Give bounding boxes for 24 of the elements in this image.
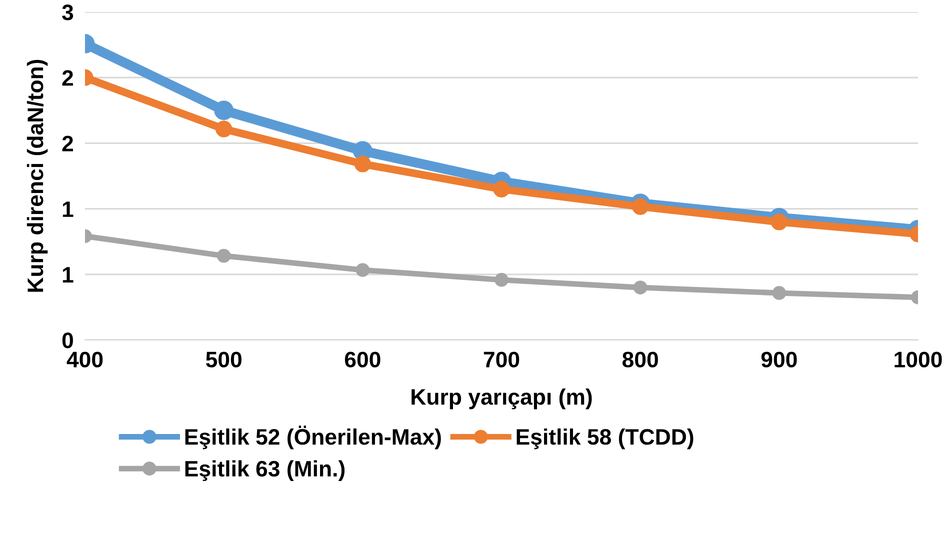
legend-label: Eşitlik 58 (TCDD) [516, 428, 694, 450]
legend-label: Eşitlik 52 (Önerilen-Max) [185, 426, 441, 450]
point [493, 180, 510, 198]
x-tick-label: 700 [484, 352, 520, 368]
x-tick-label: 400 [66, 352, 103, 368]
point [494, 272, 508, 287]
x-tick-label: 500 [206, 352, 242, 368]
y-axis-title: Kurp direnci (daN/ton) [26, 60, 48, 292]
point [633, 280, 648, 294]
legend-label: Eşitlik 63 (Min.) [185, 460, 345, 482]
x-tick-label: 800 [622, 352, 658, 368]
x-tick-label: 1000 [894, 352, 942, 368]
y-tick-label: 2 [62, 136, 73, 152]
point [356, 263, 370, 277]
y-tick-label: 1 [62, 267, 74, 282]
point [354, 156, 371, 172]
x-tick-label: 900 [761, 352, 797, 368]
point [632, 198, 649, 215]
y-tick-label: 3 [62, 4, 74, 20]
y-tick-label: 1 [62, 202, 74, 217]
y-tick-label: 0 [62, 332, 73, 348]
y-tick-label: 2 [62, 70, 73, 86]
x-axis-title: Kurp yarıçapı (m) [412, 388, 592, 410]
x-tick-label: 600 [344, 352, 380, 368]
